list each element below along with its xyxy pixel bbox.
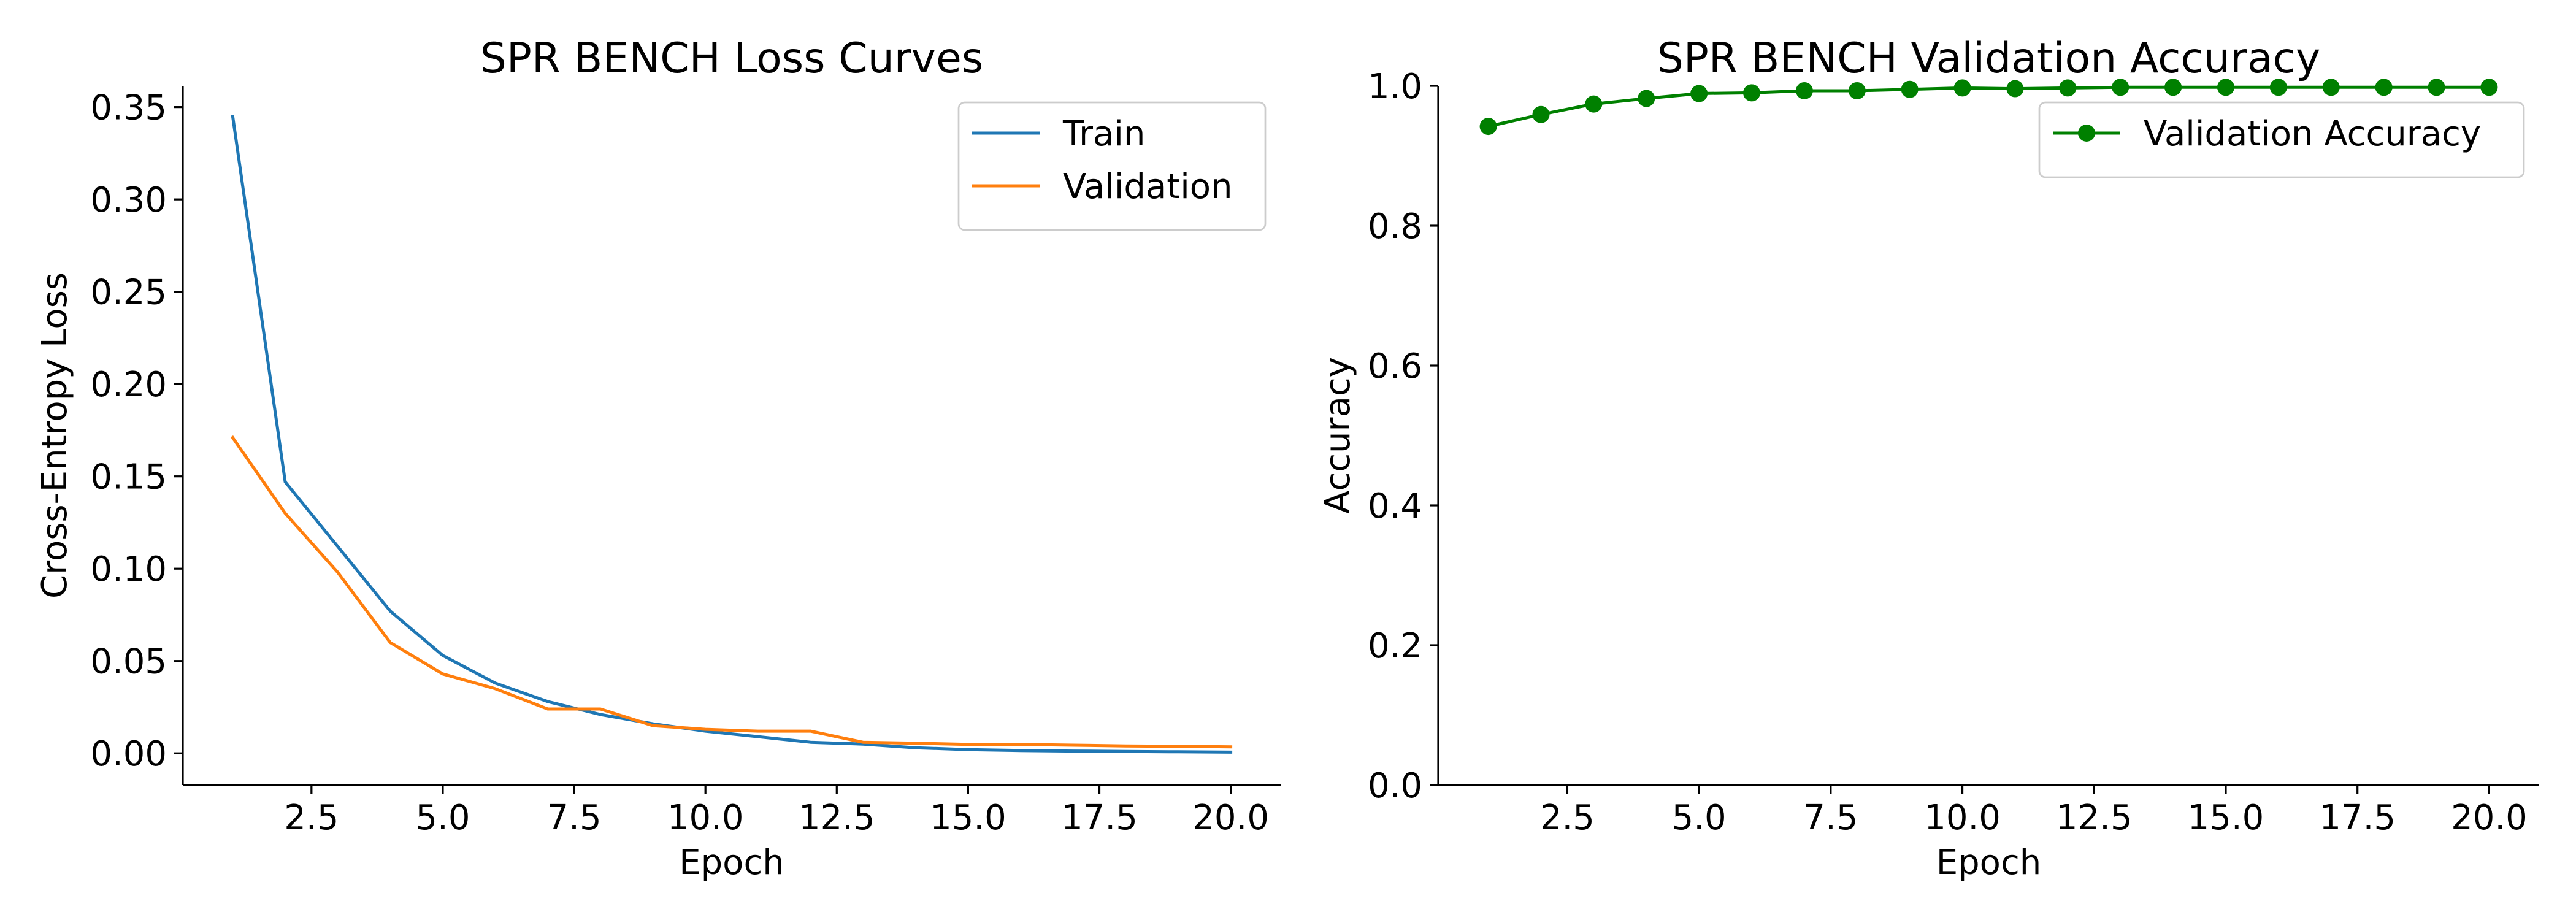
data-point xyxy=(1743,84,1761,102)
data-point xyxy=(2322,79,2340,96)
x-tick-label: 20.0 xyxy=(1192,798,1269,838)
data-point xyxy=(2006,80,2024,98)
data-point xyxy=(1901,80,1919,98)
accuracy-chart: SPR BENCH Validation Accuracy 2.5 5.0 7.5 10… xyxy=(1318,34,2539,883)
y-tick-label: 0.25 xyxy=(90,273,167,313)
series-train xyxy=(231,114,1233,754)
data-point xyxy=(2269,79,2287,96)
x-tick-label: 17.5 xyxy=(2319,798,2396,838)
x-tick-label: 10.0 xyxy=(667,798,744,838)
series-line xyxy=(1486,85,2491,129)
y-tick-label: 0.0 xyxy=(1368,766,1422,806)
y-tick-label: 1.0 xyxy=(1368,67,1422,107)
x-axis-label: Epoch xyxy=(679,843,784,883)
x-tick-label: 20.0 xyxy=(2451,798,2528,838)
chart-title: SPR BENCH Loss Curves xyxy=(480,34,984,83)
series-validation xyxy=(230,435,1233,749)
legend-label: Validation Accuracy xyxy=(2144,114,2481,154)
data-point xyxy=(1953,79,1971,97)
y-tick-label: 0.15 xyxy=(90,458,167,497)
data-point xyxy=(2480,79,2498,96)
y-axis-label: Accuracy xyxy=(1318,357,1358,514)
series-line xyxy=(231,114,1233,754)
data-point xyxy=(1690,85,1708,102)
x-tick-label: 15.0 xyxy=(2188,798,2264,838)
x-tick-label: 10.0 xyxy=(1924,798,2001,838)
chart-title: SPR BENCH Validation Accuracy xyxy=(1657,34,2321,83)
x-tick-label: 7.5 xyxy=(547,798,602,838)
legend-box xyxy=(2038,101,2525,178)
y-tick-label: 0.2 xyxy=(1368,626,1422,666)
x-tick-label: 17.5 xyxy=(1061,798,1138,838)
y-tick-label: 0.10 xyxy=(90,550,167,589)
data-point xyxy=(2217,79,2234,96)
data-point xyxy=(2112,79,2129,96)
data-point xyxy=(1479,118,1497,136)
y-tick-label: 0.05 xyxy=(90,642,167,682)
legend-label: Validation xyxy=(1063,167,1233,207)
data-point xyxy=(1532,105,1550,123)
data-point xyxy=(1795,82,1813,99)
data-point xyxy=(2375,79,2393,96)
y-tick-label: 0.20 xyxy=(90,365,167,405)
legend: Validation Accuracy xyxy=(2038,101,2525,178)
x-tick-label: 7.5 xyxy=(1803,798,1858,838)
series-line xyxy=(230,435,1233,749)
x-axis-label: Epoch xyxy=(1936,843,2041,883)
x-tick-label: 15.0 xyxy=(930,798,1006,838)
y-tick-label: 0.4 xyxy=(1368,486,1422,526)
x-tick-label: 5.0 xyxy=(415,798,470,838)
data-point xyxy=(1585,95,1603,113)
data-point xyxy=(2059,79,2077,97)
y-tick-label: 0.6 xyxy=(1368,347,1422,386)
x-tick-label: 12.5 xyxy=(799,798,875,838)
series-validation-accuracy xyxy=(1479,79,2498,136)
x-tick-label: 5.0 xyxy=(1672,798,1727,838)
legend-marker xyxy=(2078,125,2095,142)
data-point xyxy=(1848,82,1866,99)
y-tick-label: 0.8 xyxy=(1368,207,1422,247)
y-tick-label: 0.35 xyxy=(90,88,167,128)
y-axis-label: Cross-Entropy Loss xyxy=(35,272,75,599)
data-point xyxy=(2428,79,2445,96)
data-point xyxy=(1638,90,1655,107)
x-tick-label: 2.5 xyxy=(1540,798,1595,838)
x-tick-label: 2.5 xyxy=(284,798,339,838)
y-tick-label: 0.30 xyxy=(90,180,167,220)
y-tick-label: 0.00 xyxy=(90,734,167,774)
legend: Train Validation xyxy=(957,101,1267,231)
legend-label: Train xyxy=(1062,114,1145,154)
loss-chart: SPR BENCH Loss Curves 2.5 5.0 7.5 10.0 12.5 15… xyxy=(35,34,1281,883)
data-point xyxy=(2164,79,2182,96)
x-tick-label: 12.5 xyxy=(2056,798,2133,838)
